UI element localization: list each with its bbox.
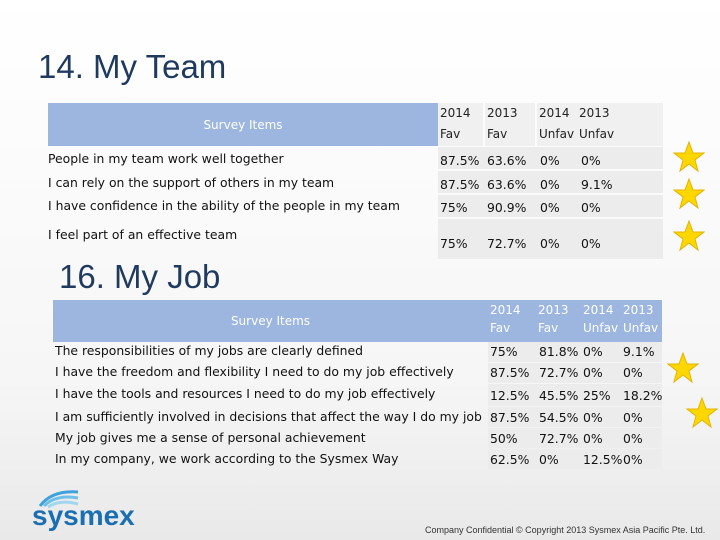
job-r3-c1: 12.5%	[490, 388, 530, 403]
job-r1-c1: 75%	[490, 344, 518, 359]
team-r1-c1: 87.5%	[440, 153, 480, 168]
team-col-header-2-kind: Fav	[487, 127, 508, 141]
star-icon	[667, 352, 699, 384]
team-r1-c4: 0%	[581, 153, 601, 168]
star-icon	[673, 141, 705, 173]
job-row-1-item: The responsibilities of my jobs are clea…	[55, 343, 363, 358]
team-row-3-shade	[438, 195, 663, 217]
team-col-header-2: 2013 Fav	[485, 103, 535, 146]
team-r4-c4: 0%	[581, 236, 601, 251]
job-col-header-2: 2013 Fav	[538, 301, 569, 337]
job-col-header-3: 2014 Unfav	[583, 301, 618, 337]
job-r3-c3: 25%	[583, 388, 611, 403]
team-r1-c3: 0%	[540, 153, 560, 168]
team-col-header-2-year: 2013	[487, 106, 518, 120]
team-row-4-item: I feel part of an effective team	[48, 227, 238, 242]
sysmex-logo-text: sysmex	[32, 500, 135, 531]
job-r6-c4: 0%	[623, 452, 643, 467]
job-row-5-item: My job gives me a sense of personal achi…	[55, 430, 366, 445]
job-r2-c4: 0%	[623, 365, 643, 380]
job-header-survey-items: Survey Items	[53, 300, 488, 342]
copyright-text: Company Confidential © Copyright 2013 Sy…	[425, 525, 706, 535]
team-r4-c1: 75%	[440, 236, 468, 251]
team-col-header-4-kind: Unfav	[579, 127, 615, 141]
team-row-1-shade	[438, 147, 663, 169]
job-r2-c3: 0%	[583, 365, 603, 380]
star-icon	[673, 178, 705, 210]
job-col-header-3-kind: Unfav	[583, 321, 619, 335]
team-r2-c2: 63.6%	[487, 177, 527, 192]
job-row-4-item: I am sufficiently involved in decisions …	[55, 409, 482, 424]
team-r4-c2: 72.7%	[487, 236, 527, 251]
team-col-header-3-year: 2014	[539, 106, 570, 120]
job-row-6-item: In my company, we work according to the …	[55, 451, 399, 466]
team-r2-c4: 9.1%	[581, 177, 613, 192]
sysmex-logo-icon	[38, 490, 79, 509]
star-icon	[673, 220, 705, 252]
job-r2-c2: 72.7%	[539, 365, 579, 380]
job-col-header-1-kind: Fav	[490, 321, 511, 335]
job-section-title: 16. My Job	[59, 258, 221, 295]
team-col-header-3-kind: Unfav	[539, 127, 575, 141]
team-row-2-shade	[438, 171, 663, 193]
job-r4-c1: 87.5%	[490, 410, 530, 425]
team-col-header-1-kind: Fav	[440, 127, 461, 141]
team-r3-c4: 0%	[581, 200, 601, 215]
job-r4-c4: 0%	[623, 410, 643, 425]
job-r1-c2: 81.8%	[539, 344, 579, 359]
job-col-header-4-kind: Unfav	[623, 321, 659, 335]
team-col-header-4-text: 2013 Unfav	[579, 103, 614, 145]
team-col-header-3: 2014 Unfav	[537, 103, 579, 146]
job-col-header-4: 2013 Unfav	[623, 301, 658, 337]
job-col-header-1: 2014 Fav	[490, 301, 521, 337]
job-header-bg	[488, 300, 662, 342]
team-col-header-4-year: 2013	[579, 106, 610, 120]
team-col-header-1-year: 2014	[440, 106, 471, 120]
job-r5-c4: 0%	[623, 431, 643, 446]
team-row-3-item: I have confidence in the ability of the …	[48, 198, 400, 213]
star-icon	[686, 397, 718, 429]
job-row-3-item: I have the tools and resources I need to…	[55, 386, 436, 401]
team-header-survey-items: Survey Items	[48, 103, 438, 146]
team-row-1-item: People in my team work well together	[48, 151, 284, 166]
job-r1-c3: 0%	[583, 344, 603, 359]
team-r2-c1: 87.5%	[440, 177, 480, 192]
job-row-5-shade	[488, 428, 662, 448]
job-r5-c3: 0%	[583, 431, 603, 446]
team-r3-c3: 0%	[540, 200, 560, 215]
team-col-header-1: 2014 Fav	[438, 103, 483, 146]
job-r6-c2: 0%	[539, 452, 559, 467]
job-row-2-shade	[488, 363, 662, 383]
job-r3-c2: 45.5%	[539, 388, 579, 403]
team-r3-c2: 90.9%	[487, 200, 527, 215]
job-row-1-shade	[488, 342, 662, 362]
job-row-3-shade	[488, 384, 662, 406]
team-r4-c3: 0%	[540, 236, 560, 251]
job-row-6-shade	[488, 449, 662, 469]
job-col-header-3-year: 2014	[583, 303, 614, 317]
team-r1-c2: 63.6%	[487, 153, 527, 168]
team-section-title: 14. My Team	[38, 48, 227, 85]
job-row-2-item: I have the freedom and flexibility I nee…	[55, 364, 454, 379]
job-r3-c4: 18.2%	[623, 388, 663, 403]
team-row-4-shade	[438, 219, 663, 259]
job-r5-c2: 72.7%	[539, 431, 579, 446]
job-r2-c1: 87.5%	[490, 365, 530, 380]
job-col-header-2-year: 2013	[538, 303, 569, 317]
job-r6-c3: 12.5%	[583, 452, 623, 467]
job-r4-c2: 54.5%	[539, 410, 579, 425]
job-r4-c3: 0%	[583, 410, 603, 425]
team-r2-c3: 0%	[540, 177, 560, 192]
team-row-2-item: I can rely on the support of others in m…	[48, 175, 335, 190]
job-col-header-1-year: 2014	[490, 303, 521, 317]
job-r6-c1: 62.5%	[490, 452, 530, 467]
team-r3-c1: 75%	[440, 200, 468, 215]
job-r5-c1: 50%	[490, 431, 518, 446]
job-r1-c4: 9.1%	[623, 344, 655, 359]
job-col-header-4-year: 2013	[623, 303, 654, 317]
team-col-header-4	[579, 103, 663, 146]
job-row-4-shade	[488, 407, 662, 427]
job-col-header-2-kind: Fav	[538, 321, 559, 335]
